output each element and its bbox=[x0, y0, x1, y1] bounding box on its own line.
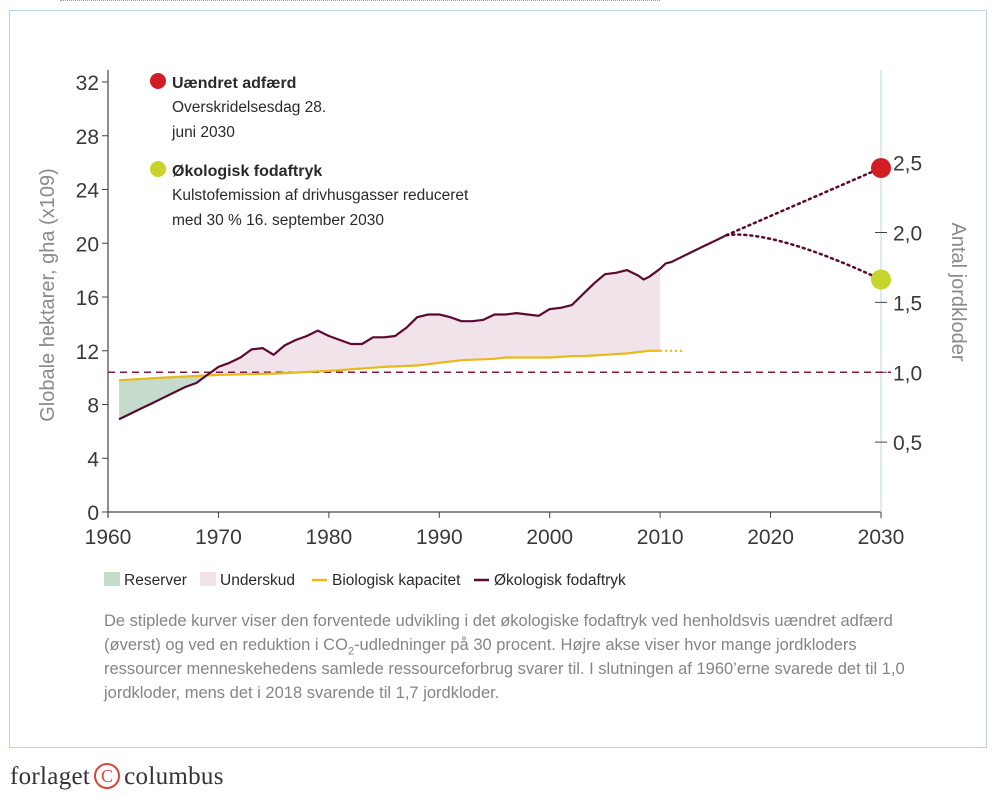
copyright-c-icon: C bbox=[94, 763, 121, 790]
y-tick-label: 12 bbox=[76, 341, 99, 364]
annotation-text: juni 2030 bbox=[171, 124, 235, 141]
x-tick-label: 2010 bbox=[637, 526, 684, 549]
annotation-title: Uændret adfærd bbox=[172, 75, 296, 92]
y-right-tick-label: 2,0 bbox=[893, 223, 922, 246]
x-tick-label: 2000 bbox=[526, 526, 573, 549]
y-right-tick-label: 2,5 bbox=[893, 153, 922, 176]
annotation-title: Økologisk fodaftryk bbox=[172, 163, 322, 180]
chart-caption: De stiplede kurver viser den forventede … bbox=[104, 612, 905, 702]
legend-dot-uaendret bbox=[150, 73, 166, 89]
marker-uaendret-adfaerd bbox=[871, 158, 891, 178]
legend-swatch-underskud bbox=[200, 572, 216, 586]
x-tick-label: 1970 bbox=[195, 526, 242, 549]
y-right-tick-label: 1,0 bbox=[893, 362, 922, 385]
legend-label-underskud: Underskud bbox=[220, 572, 295, 589]
annotation-text: Overskridelsesdag 28. bbox=[172, 99, 326, 116]
series-biologisk-kapacitet bbox=[118, 349, 661, 382]
legend-dot-okologisk bbox=[150, 161, 166, 177]
projection-okologisk-fodaftryk bbox=[725, 233, 883, 281]
area-underskud bbox=[206, 268, 661, 376]
y-tick-label: 16 bbox=[76, 287, 99, 310]
y-tick-label: 4 bbox=[87, 448, 99, 471]
y-tick-label: 20 bbox=[76, 233, 99, 256]
x-tick-label: 2030 bbox=[858, 526, 905, 549]
projection-uaendret-adfaerd bbox=[725, 166, 883, 237]
y-tick-label: 0 bbox=[87, 502, 99, 525]
y-right-tick-label: 0,5 bbox=[893, 432, 922, 455]
marker-okologisk-fodaftryk bbox=[871, 269, 891, 290]
x-tick-label: 2020 bbox=[747, 526, 794, 549]
y-tick-label: 8 bbox=[87, 395, 99, 418]
legend-label-biologisk-kapacitet: Biologisk kapacitet bbox=[332, 572, 461, 589]
y-tick-label: 24 bbox=[76, 180, 100, 203]
legend-label-okologisk-fodaftryk: Økologisk fodaftryk bbox=[494, 572, 626, 589]
annotation-text: Kulstofemission af drivhusgasser reducer… bbox=[172, 187, 469, 204]
legend-label-reserver: Reserver bbox=[124, 572, 187, 589]
legend-swatch-reserver bbox=[104, 572, 120, 586]
x-tick-label: 1990 bbox=[416, 526, 463, 549]
y-right-axis-title: Antal jordkloder bbox=[947, 223, 969, 362]
series-okologisk-fodaftryk bbox=[118, 234, 727, 421]
y-tick-label: 32 bbox=[76, 72, 99, 95]
y-tick-label: 28 bbox=[76, 126, 99, 149]
y-axis-title: Globale hektarer, gha (x109) bbox=[37, 168, 59, 422]
x-tick-label: 1980 bbox=[305, 526, 352, 549]
y-right-tick-label: 1,5 bbox=[893, 292, 922, 315]
top-dotted-line bbox=[60, 0, 660, 5]
x-tick-label: 1960 bbox=[85, 526, 132, 549]
chart-frame bbox=[9, 10, 987, 748]
annotation-text: med 30 % 16. september 2030 bbox=[172, 212, 384, 229]
